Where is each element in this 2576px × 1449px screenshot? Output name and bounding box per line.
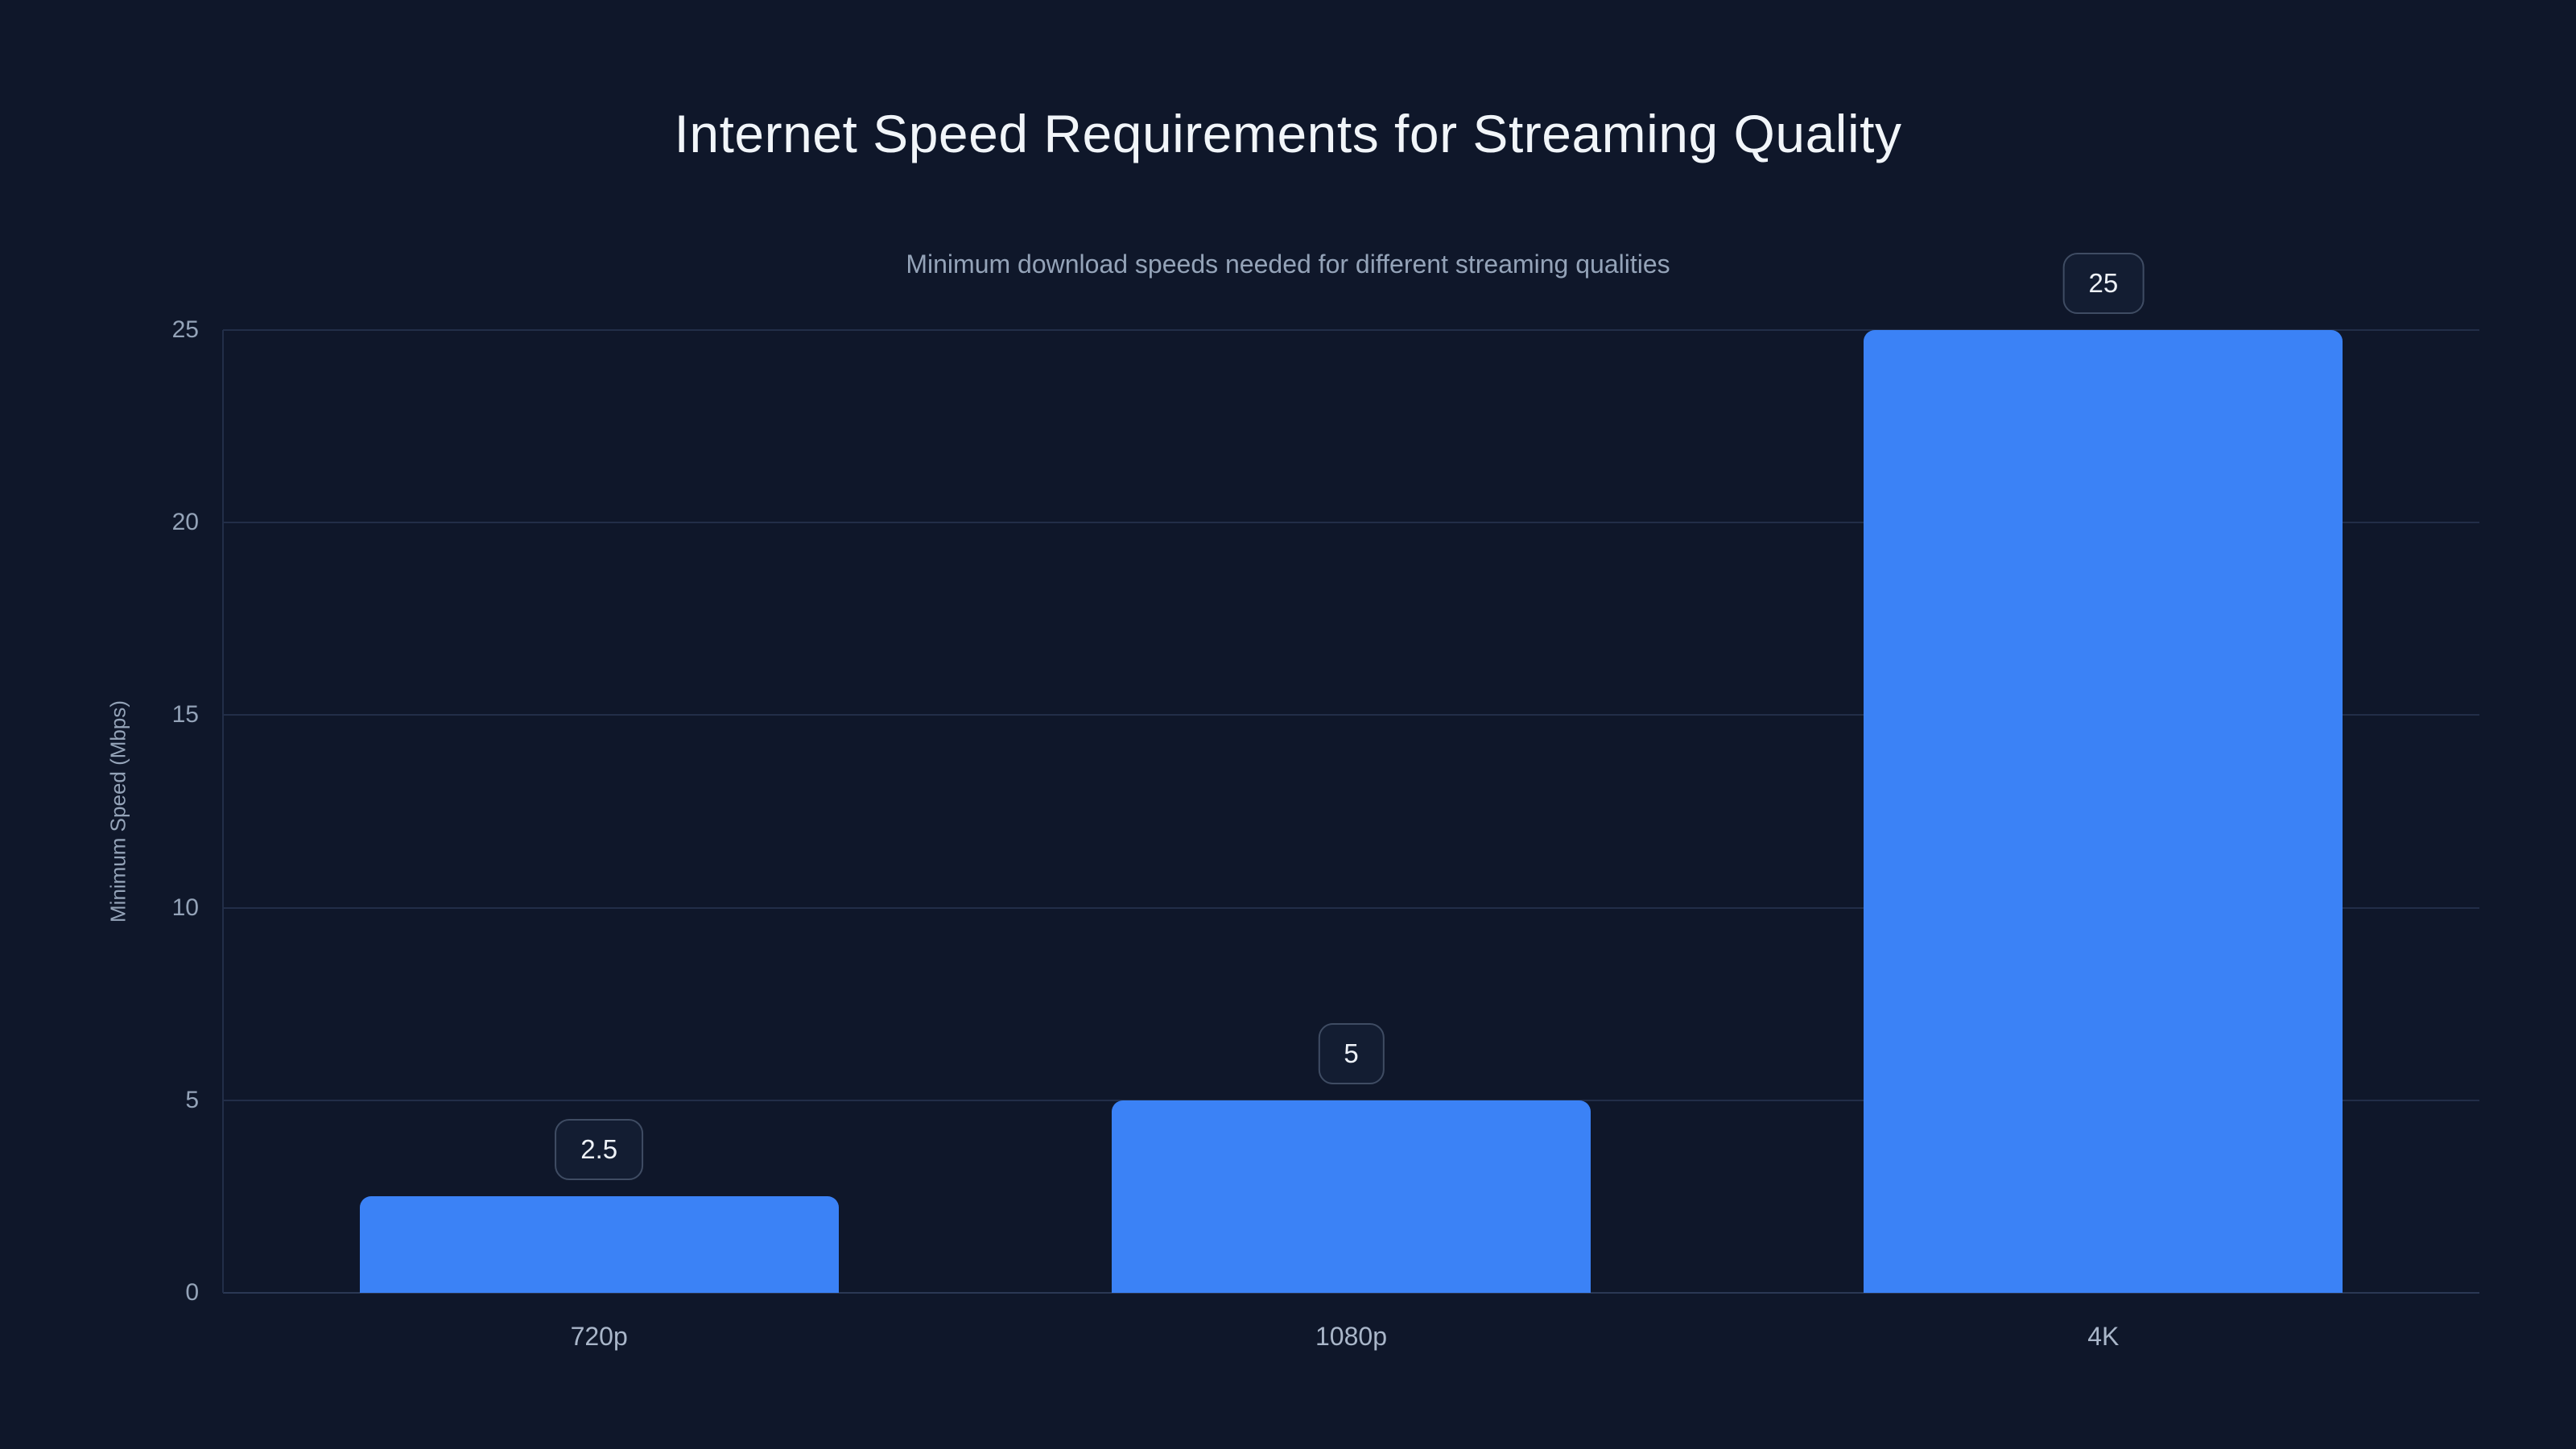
chart-subtitle: Minimum download speeds needed for diffe… [906, 250, 1670, 279]
x-axis-label-1080p: 1080p [1315, 1322, 1387, 1351]
chart-title: Internet Speed Requirements for Streamin… [674, 104, 1902, 163]
bar-4k [1864, 330, 2343, 1293]
x-axis-label-4k: 4K [2087, 1322, 2120, 1351]
bar-1080p [1112, 1100, 1591, 1293]
y-axis-title: Minimum Speed (Mbps) [105, 700, 130, 923]
value-badge-720p: 2.5 [555, 1119, 644, 1181]
y-tick-label: 20 [171, 509, 199, 536]
y-gridline [223, 329, 2479, 331]
y-tick-label: 10 [171, 894, 199, 921]
y-axis-line [222, 330, 224, 1293]
x-axis-label-720p: 720p [570, 1322, 628, 1351]
value-badge-1080p: 5 [1318, 1022, 1385, 1084]
value-badge-4k: 25 [2062, 253, 2145, 314]
y-gridline [223, 906, 2479, 909]
y-tick-label: 15 [171, 701, 199, 729]
bar-720p [359, 1196, 839, 1293]
y-tick-label: 25 [171, 316, 199, 343]
y-gridline [223, 522, 2479, 524]
y-tick-label: 5 [185, 1086, 199, 1113]
y-gridline [223, 714, 2479, 716]
y-tick-label: 0 [185, 1279, 199, 1306]
x-axis-line [223, 1292, 2479, 1294]
